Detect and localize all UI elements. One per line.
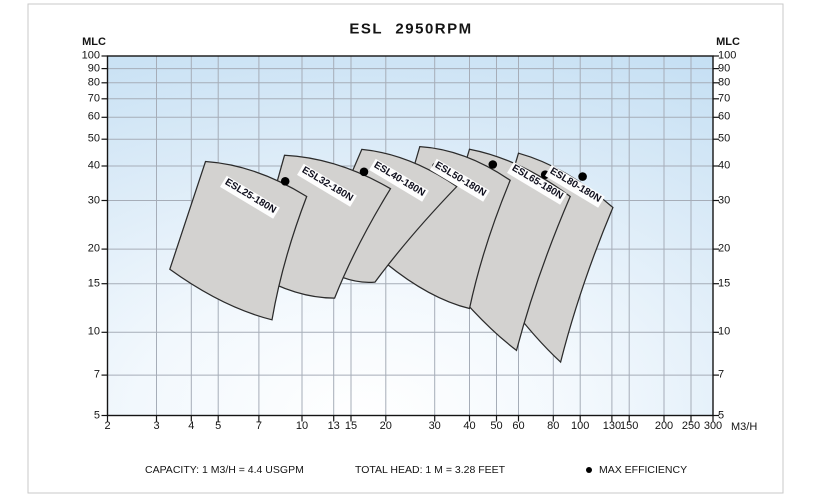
x-tick-label: 7 [255, 420, 262, 432]
x-tick-label: 50 [490, 420, 503, 432]
y-tick-label-left: 50 [87, 132, 100, 145]
y-tick-label-left: 30 [87, 194, 100, 206]
x-tick-label: 15 [344, 420, 358, 432]
x-tick-label: 4 [188, 420, 195, 432]
y-tick-label-left: 90 [87, 62, 100, 75]
y-tick-label-left: 100 [81, 49, 100, 62]
y-tick-label-left: 7 [93, 368, 100, 381]
y-tick-label-right: 90 [718, 62, 731, 75]
y-tick-label-left: 80 [87, 76, 100, 89]
chart-title: ESL 2950RPM [349, 20, 473, 38]
y-tick-label-right: 7 [718, 368, 725, 381]
x-tick-label: 200 [654, 420, 674, 432]
x-tick-label: 2 [104, 420, 111, 432]
legend-max-efficiency: MAX EFFICIENCY [586, 464, 687, 476]
x-tick-label: 20 [379, 420, 392, 432]
y-tick-label-right: 5 [718, 409, 725, 421]
x-tick-label: 60 [512, 420, 525, 432]
legend-max-efficiency-text: MAX EFFICIENCY [599, 464, 688, 476]
x-axis-name: M3/H [731, 421, 758, 433]
y-axis-name-left: MLC [82, 36, 106, 48]
x-tick-label: 80 [547, 420, 560, 432]
x-tick-label: 150 [620, 420, 639, 432]
x-tick-label: 30 [428, 420, 441, 432]
max-efficiency-point-ESL32-180N [359, 167, 369, 177]
y-tick-label-right: 10 [718, 325, 731, 338]
caption-total-head-text: TOTAL HEAD: 1 M = 3.28 FEET [355, 464, 506, 476]
x-tick-label: 40 [463, 420, 476, 432]
x-tick-label: 100 [571, 420, 590, 432]
y-tick-label-right: 60 [718, 110, 731, 123]
y-tick-label-right: 20 [718, 242, 731, 255]
y-tick-label-right: 15 [718, 277, 731, 290]
y-tick-label-left: 20 [87, 242, 100, 255]
x-tick-label: 300 [703, 420, 723, 432]
y-tick-label-right: 40 [718, 159, 731, 172]
y-tick-label-left: 10 [87, 325, 100, 338]
x-tick-label: 10 [295, 420, 309, 432]
y-tick-label-right: 50 [718, 132, 731, 145]
x-tick-label: 13 [327, 420, 340, 432]
y-tick-label-right: 100 [718, 49, 737, 62]
y-tick-label-left: 15 [87, 277, 100, 290]
max-efficiency-dot-icon [586, 467, 592, 473]
y-axis-name-right: MLC [716, 36, 740, 48]
y-tick-label-left: 40 [87, 159, 100, 172]
y-tick-label-left: 70 [87, 92, 100, 105]
envelope-ESL25-180N [169, 160, 308, 321]
plot-border [106, 55, 714, 417]
max-efficiency-point-ESL25-180N [280, 177, 290, 186]
x-tick-label: 5 [215, 420, 222, 432]
max-efficiency-point-ESL80-180N [578, 172, 587, 181]
caption-capacity-text: CAPACITY: 1 M3/H = 4.4 USGPM [145, 464, 304, 476]
y-tick-label-right: 30 [718, 194, 731, 206]
y-tick-label-right: 70 [718, 92, 731, 105]
caption-total-head: TOTAL HEAD: 1 M = 3.28 FEET [355, 464, 505, 476]
y-tick-label-left: 5 [93, 409, 100, 421]
y-tick-label-left: 60 [87, 110, 100, 123]
y-tick-label-right: 80 [718, 76, 731, 89]
x-tick-label: 130 [602, 420, 622, 432]
outer-frame [27, 3, 784, 494]
caption-capacity: CAPACITY: 1 M3/H = 4.4 USGPM [145, 464, 304, 476]
x-tick-label: 3 [153, 420, 160, 432]
max-efficiency-point-ESL50-180N [488, 160, 498, 169]
x-tick-label: 250 [681, 420, 701, 432]
